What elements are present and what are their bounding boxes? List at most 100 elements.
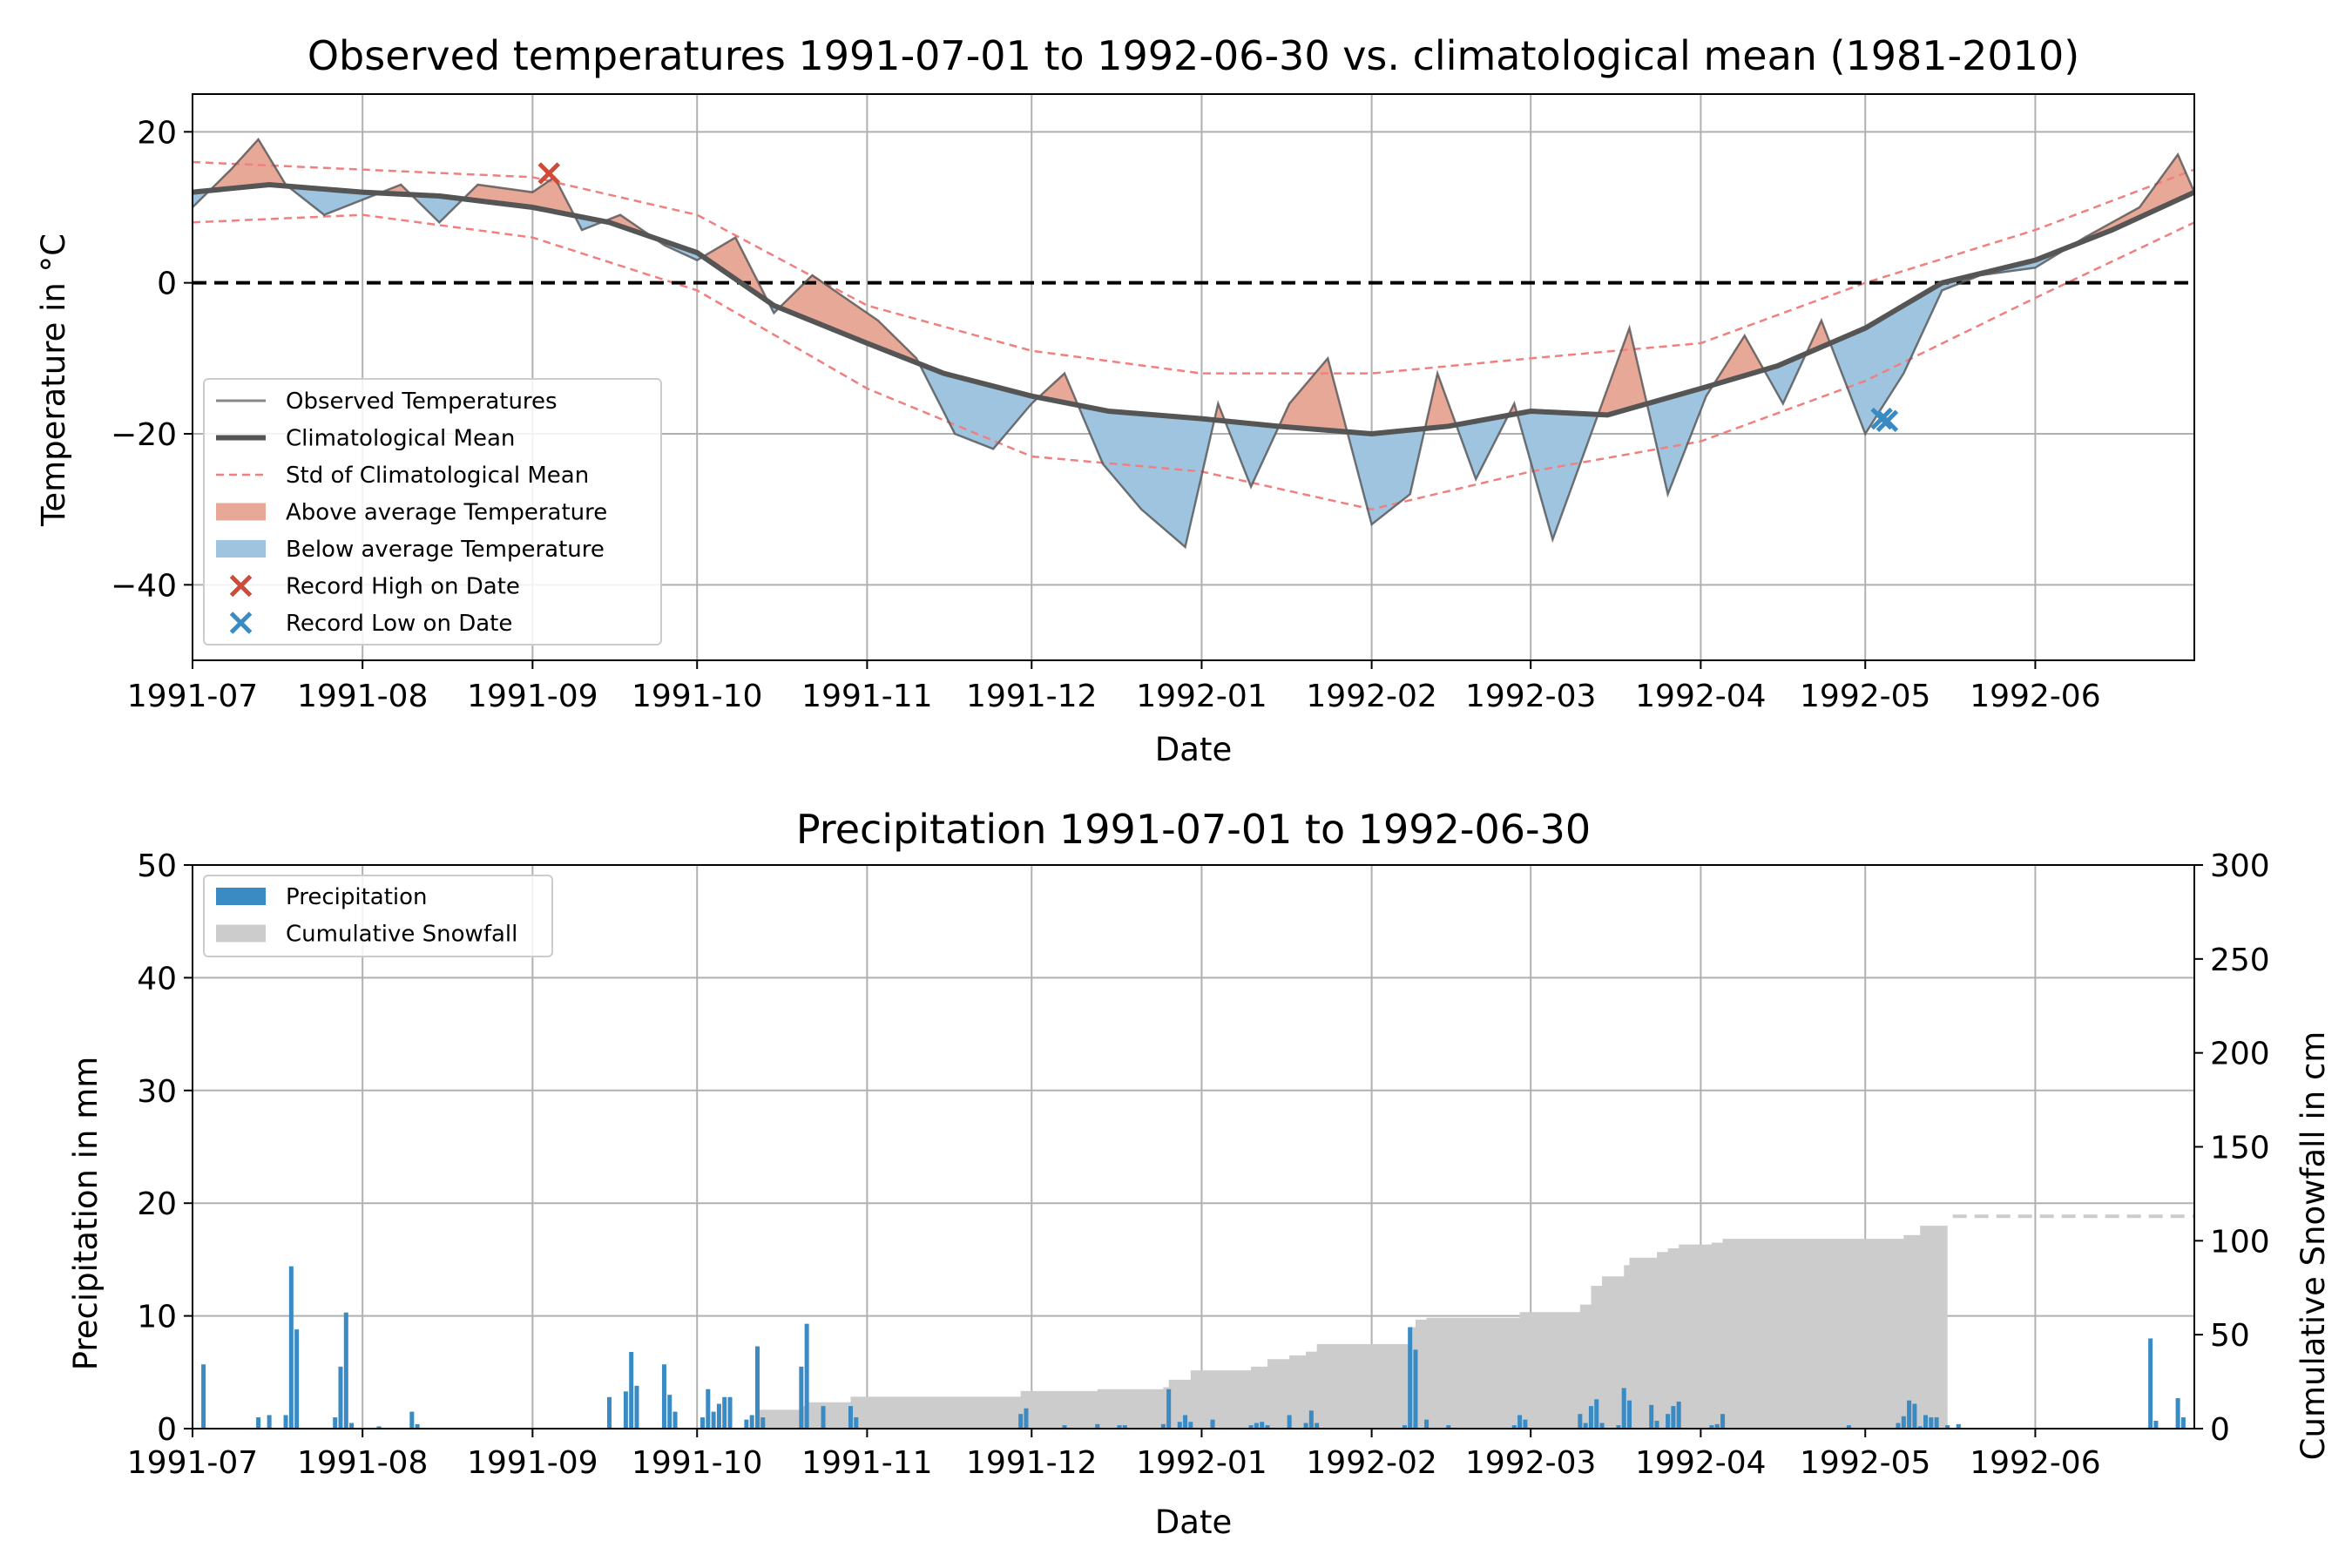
precipitation-y-tick-label: 40 — [137, 961, 177, 997]
precipitation-bar — [201, 1364, 206, 1429]
precipitation-legend-swatch — [216, 888, 266, 905]
precipitation-y-tick-label: 30 — [137, 1074, 177, 1110]
precipitation-bar — [744, 1419, 749, 1429]
precipitation-plot-frame — [192, 864, 2195, 1429]
precipitation-bar — [1095, 1423, 1100, 1429]
precipitation-bar — [727, 1396, 733, 1429]
std-upper-line — [192, 160, 2195, 375]
temperature-legend-label: Std of Climatological Mean — [286, 463, 589, 489]
snowfall-area — [746, 1214, 2194, 1429]
cumulative-snowfall-area — [746, 1218, 1948, 1429]
precipitation-tick-labels: 1991-07 1991-08 1991-09 1991-10 1991-11 1991-… — [127, 848, 2270, 1481]
precipitation-bar — [804, 1323, 809, 1429]
precipitation-bar — [1956, 1423, 1961, 1429]
temperature-legend-label: Record Low on Date — [286, 611, 512, 637]
precipitation-chart: Precipitation 1991-07-01 to 1992-06-30 D… — [67, 806, 2332, 1541]
precipitation-bar — [1594, 1399, 1599, 1429]
temperature-legend-label: Observed Temperatures — [286, 389, 558, 415]
precipitation-bar — [1901, 1416, 1906, 1429]
temperature-y-axis-label: Temperature in °C — [35, 233, 72, 527]
precipitation-bar — [1160, 1423, 1166, 1429]
temperature-x-tick-label: 1991-08 — [297, 679, 428, 714]
precipitation-x-tick-label: 1992-02 — [1306, 1445, 1436, 1481]
precipitation-bar — [1945, 1425, 1950, 1429]
precipitation-bar — [1303, 1423, 1308, 1429]
precipitation-bar — [1846, 1425, 1851, 1429]
precipitation-bar — [672, 1411, 678, 1429]
precipitation-bar — [376, 1426, 382, 1429]
precipitation-bar — [1402, 1425, 1407, 1429]
temperature-x-tick-label: 1991-10 — [632, 679, 762, 714]
temperature-y-tick-label: 0 — [157, 267, 177, 302]
precipitation-bar — [1408, 1327, 1413, 1429]
precipitation-bar — [716, 1403, 721, 1429]
precipitation-legend-box — [203, 875, 553, 957]
temperature-y-tick-label: −20 — [111, 417, 177, 453]
temperature-x-tick-label: 1992-01 — [1136, 679, 1267, 714]
precipitation-bar — [1929, 1417, 1934, 1429]
precipitation-bar — [606, 1396, 612, 1429]
precipitation-bar — [338, 1366, 343, 1429]
precipitation-bar — [415, 1423, 420, 1429]
precipitation-bar — [629, 1352, 634, 1429]
precipitation-bar — [283, 1415, 288, 1429]
precipitation-bar — [1720, 1414, 1726, 1429]
precipitation-bar — [2175, 1398, 2180, 1429]
precipitation-bar — [2148, 1338, 2153, 1429]
temperature-tick-labels: 1991-07 1991-08 1991-09 1991-10 1991-11 1991-… — [111, 115, 2101, 714]
precipitation-bar — [294, 1329, 300, 1429]
temperature-x-axis-label: Date — [1155, 731, 1232, 768]
precipitation-bar — [1188, 1422, 1193, 1429]
precipitation-legend-label: Cumulative Snowfall — [286, 922, 517, 948]
precipitation-bar — [1260, 1422, 1265, 1429]
precipitation-bar — [1627, 1400, 1632, 1429]
snowfall-y-tick-label: 300 — [2210, 848, 2270, 884]
precipitation-bar — [1210, 1419, 1215, 1429]
precipitation-bar — [1709, 1425, 1714, 1429]
temperature-legend-swatch — [216, 540, 266, 558]
precipitation-bar — [760, 1417, 766, 1429]
precipitation-bar — [1248, 1425, 1254, 1429]
precipitation-x-tick-label: 1992-03 — [1465, 1445, 1596, 1481]
precipitation-bar — [711, 1411, 716, 1429]
precipitation-bar — [1671, 1406, 1676, 1429]
precipitation-y-tick-label: 20 — [137, 1186, 177, 1222]
precipitation-bar — [799, 1366, 804, 1429]
precipitation-x-axis-label: Date — [1155, 1504, 1232, 1541]
precipitation-x-tick-label: 1991-09 — [467, 1445, 598, 1481]
temperature-y-tick-label: 20 — [137, 115, 177, 151]
precipitation-bar — [1523, 1419, 1528, 1429]
precipitation-bar — [349, 1423, 355, 1429]
precipitation-bar — [848, 1406, 854, 1429]
precipitation-legend: Precipitation Cumulative Snowfall — [203, 875, 553, 957]
temperature-x-tick-label: 1991-12 — [966, 679, 1097, 714]
precipitation-legend-swatch — [216, 924, 266, 943]
precipitation-bar — [1666, 1414, 1671, 1429]
temperature-x-tick-label: 1992-04 — [1635, 679, 1766, 714]
snowfall-y-tick-label: 100 — [2210, 1224, 2270, 1260]
precipitation-bar — [1254, 1423, 1259, 1429]
precipitation-chart-title: Precipitation 1991-07-01 to 1992-06-30 — [796, 806, 1591, 853]
temperature-legend-swatch — [229, 612, 253, 634]
precipitation-bar — [1917, 1426, 1923, 1429]
precipitation-x-tick-label: 1992-01 — [1136, 1445, 1267, 1481]
precipitation-bar — [409, 1411, 415, 1429]
precipitation-bar — [623, 1391, 628, 1429]
precipitation-bar — [1315, 1423, 1320, 1429]
snowfall-y-axis-label: Cumulative Snowfall in cm — [2295, 1031, 2332, 1461]
temperature-x-tick-label: 1992-02 — [1306, 679, 1436, 714]
climatological-mean-line — [192, 181, 2196, 437]
precipitation-bar — [754, 1346, 760, 1429]
precipitation-x-tick-label: 1991-11 — [801, 1445, 932, 1481]
temperature-plot-frame — [192, 93, 2195, 661]
precipitation-bar — [267, 1415, 272, 1429]
precipitation-bar — [1616, 1425, 1621, 1429]
precipitation-bar — [722, 1396, 727, 1429]
precipitation-bar — [1424, 1419, 1429, 1429]
precipitation-bar — [1676, 1401, 1681, 1429]
precipitation-legend-label: Precipitation — [286, 884, 428, 910]
snowfall-y-tick-label: 200 — [2210, 1037, 2270, 1072]
precipitation-bar — [1062, 1425, 1067, 1429]
precipitation-bar — [1588, 1406, 1593, 1429]
